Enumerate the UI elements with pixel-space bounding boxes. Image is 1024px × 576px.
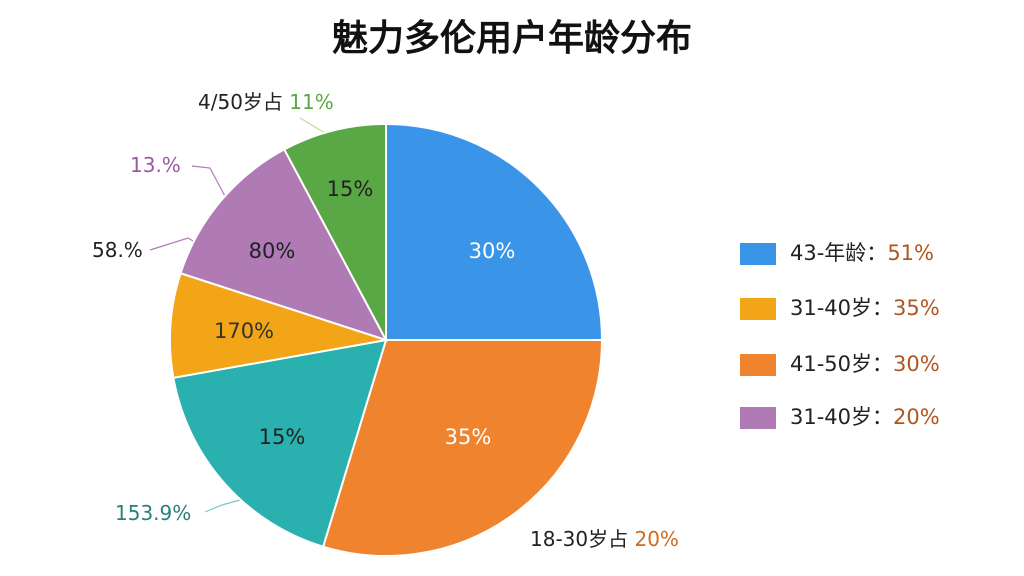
pie-slice	[282, 122, 387, 341]
pie-slice	[172, 338, 388, 548]
callout: 153.9%	[115, 501, 191, 525]
legend-value: 51%	[887, 241, 934, 265]
legend-entry: 41-50岁：30%	[790, 352, 940, 376]
legend-swatch	[740, 407, 776, 429]
callout: 4/50岁占 11%	[198, 90, 334, 114]
callout-value: 11%	[289, 90, 333, 114]
slice-label: 80%	[249, 239, 296, 263]
pie-slice	[385, 122, 604, 341]
slice-label: 15%	[327, 177, 374, 201]
legend-swatch	[740, 298, 776, 320]
callout: 58.%	[92, 238, 143, 262]
pie-slice	[179, 148, 389, 342]
legend-entry: 31-40岁：20%	[790, 405, 940, 429]
pie-slice	[169, 271, 387, 379]
callout-text: 153.9%	[115, 501, 191, 525]
callout-text: 18-30岁占	[530, 527, 634, 551]
slice-label: 15%	[259, 425, 306, 449]
legend-entry: 31-40岁：35%	[790, 296, 940, 320]
legend-value: 20%	[893, 405, 940, 429]
legend-swatch	[740, 243, 776, 265]
callout-value: 20%	[634, 527, 678, 551]
legend-label: 31-40岁：	[790, 405, 893, 429]
slice-label: 35%	[445, 425, 492, 449]
legend-label: 43-年龄：	[790, 241, 887, 265]
slice-label: 30%	[469, 239, 516, 263]
leader-line	[191, 165, 227, 199]
leader-line	[204, 499, 241, 513]
callout-text: 4/50岁占	[198, 90, 289, 114]
legend-swatch	[740, 354, 776, 376]
callout-text: 58.%	[92, 238, 143, 262]
pie-slice	[321, 339, 604, 557]
legend-label: 41-50岁：	[790, 352, 893, 376]
callout: 13.%	[130, 153, 181, 177]
slice-label: 170%	[214, 319, 274, 343]
legend-entry: 43-年龄：51%	[790, 241, 934, 265]
chart-title: 魅力多伦用户年龄分布	[332, 18, 692, 59]
callout: 18-30岁占 20%	[530, 527, 679, 551]
callout-text: 13.%	[130, 153, 181, 177]
legend-label: 31-40岁：	[790, 296, 893, 320]
legend-value: 35%	[893, 296, 940, 320]
legend-value: 30%	[893, 352, 940, 376]
